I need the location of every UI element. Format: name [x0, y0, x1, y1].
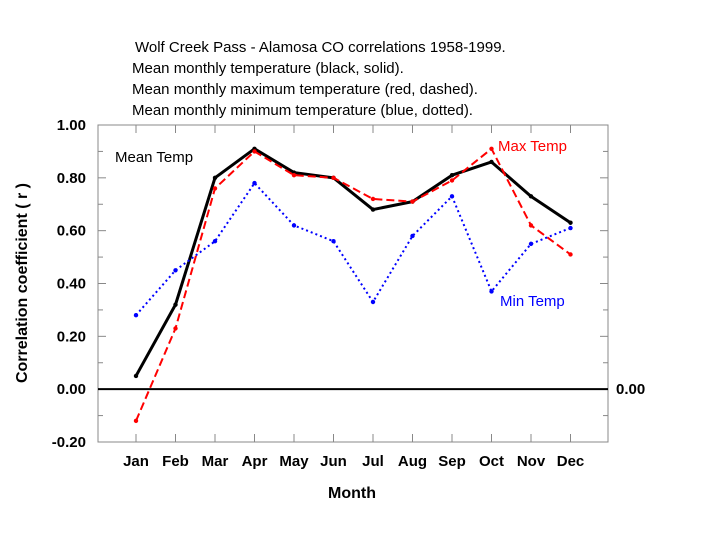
data-point: [568, 220, 573, 225]
x-tick-label: Mar: [202, 453, 229, 470]
data-point: [212, 186, 218, 191]
data-point: [252, 149, 257, 154]
zero-line-label: 0.00: [616, 381, 645, 398]
series-line-max-temp: [135, 147, 572, 422]
plot-frame: [97, 124, 609, 443]
x-tick-label: Sep: [438, 453, 466, 470]
data-point: [291, 172, 297, 178]
title-line-4: Mean monthly minimum temperature (blue, …: [132, 102, 473, 119]
x-tick-label: Dec: [557, 453, 585, 470]
series-label-max: Max Temp: [498, 138, 567, 155]
y-axis-ticks: 1.00 0.80 0.60 0.40 0.20 0.00 -0.20: [52, 117, 608, 451]
data-point: [370, 196, 376, 202]
data-point: [489, 159, 494, 165]
x-tick-label: May: [279, 453, 309, 470]
data-point: [410, 233, 415, 239]
chart-title: Wolf Creek Pass - Alamosa CO correlation…: [132, 39, 506, 119]
data-point: [173, 326, 178, 331]
x-tick-label: Nov: [517, 453, 546, 470]
data-point: [528, 241, 534, 247]
data-point: [252, 180, 257, 186]
y-tick-label: 0.60: [57, 223, 86, 240]
data-point: [528, 223, 534, 228]
x-tick-label: Aug: [398, 453, 427, 470]
x-tick-label: Jan: [123, 453, 149, 470]
data-point: [370, 207, 376, 212]
y-tick-label: 0.80: [57, 170, 86, 187]
data-point: [212, 175, 218, 181]
data-point: [489, 146, 494, 151]
title-line-1: Wolf Creek Pass - Alamosa CO correlation…: [135, 39, 506, 56]
x-tick-label: Jun: [320, 453, 347, 470]
y-tick-label: 0.40: [57, 276, 86, 293]
title-line-2: Mean monthly temperature (black, solid).: [132, 60, 404, 77]
data-point: [370, 299, 376, 305]
x-axis-ticks: Jan Feb Mar Apr May Jun Jul Aug Sep Oct Nov Dec: [123, 125, 584, 470]
x-tick-label: Feb: [162, 453, 189, 470]
data-point: [133, 373, 139, 379]
data-point: [568, 252, 573, 257]
series-label-mean: Mean Temp: [115, 149, 193, 166]
data-point: [291, 223, 297, 228]
data-point: [212, 239, 218, 244]
x-tick-label: Oct: [479, 453, 504, 470]
data-point: [449, 178, 455, 183]
data-point: [133, 418, 139, 424]
data-point: [528, 194, 534, 199]
data-point: [449, 194, 455, 199]
data-point: [331, 239, 336, 244]
y-tick-label: 0.20: [57, 328, 86, 345]
series-label-min: Min Temp: [500, 293, 565, 310]
data-point: [133, 313, 139, 318]
y-tick-label: 1.00: [57, 117, 86, 134]
data-point: [173, 268, 178, 273]
x-tick-label: Jul: [362, 453, 384, 470]
data-point: [568, 225, 573, 231]
y-tick-label: 0.00: [57, 381, 86, 398]
series-group: [133, 146, 573, 424]
data-point: [449, 172, 455, 178]
y-axis-label: Correlation coefficient ( r ): [14, 183, 31, 383]
data-point: [173, 302, 178, 307]
data-point: [410, 199, 415, 204]
data-point: [489, 289, 494, 294]
series-line-min-temp: [135, 182, 571, 316]
title-line-3: Mean monthly maximum temperature (red, d…: [132, 81, 478, 98]
y-tick-label: -0.20: [52, 434, 86, 451]
data-point: [331, 175, 336, 181]
x-axis-label: Month: [328, 485, 376, 502]
x-tick-label: Apr: [242, 453, 268, 470]
series-line-mean-temp: [134, 147, 572, 377]
